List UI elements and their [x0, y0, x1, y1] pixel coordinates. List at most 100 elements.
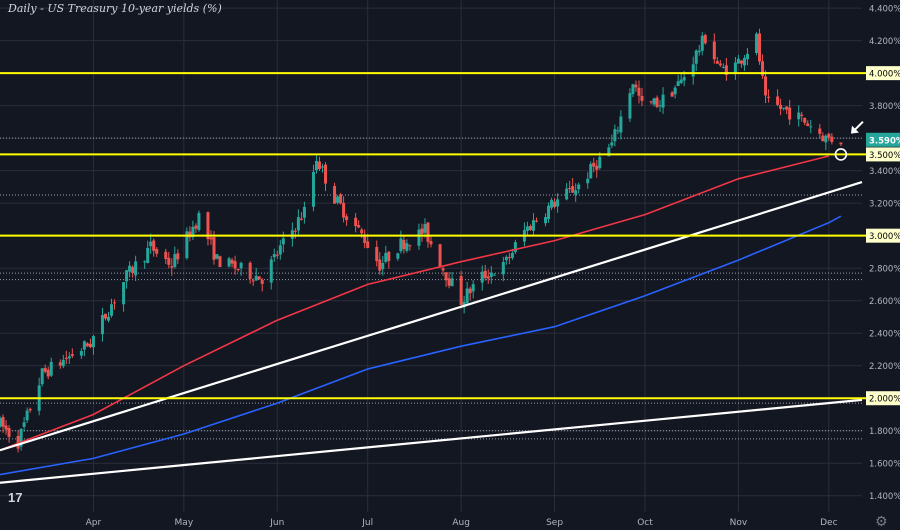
candle-body: [113, 302, 117, 304]
current-price-label: 3.590%: [869, 136, 900, 146]
candle-body: [375, 247, 379, 262]
candle-body: [761, 61, 765, 76]
candle-body: [91, 336, 95, 348]
y-axis: 4.400%4.200%3.800%3.600%3.400%3.200%2.80…: [866, 5, 900, 502]
level-label-bg: [866, 228, 900, 243]
support-circle: [834, 148, 848, 161]
candle-body: [438, 244, 442, 268]
candle-body: [767, 96, 771, 98]
candle-body: [248, 262, 252, 279]
candle-body: [468, 288, 472, 294]
annotations: [834, 120, 864, 161]
candle-body: [703, 34, 707, 44]
candle-body: [4, 425, 8, 430]
x-tick-label: Apr: [86, 518, 102, 528]
candle-body: [269, 259, 273, 283]
candle-body: [396, 253, 400, 259]
candle-body: [100, 315, 104, 335]
x-tick-label: Nov: [730, 518, 748, 528]
candle-body: [218, 256, 222, 268]
candle-body: [441, 268, 445, 271]
candle-body: [824, 135, 828, 143]
trendlines: [0, 180, 863, 484]
candle-body: [1, 416, 5, 427]
candle-body: [417, 229, 421, 246]
candle-body: [19, 429, 23, 447]
candle-body: [634, 84, 638, 88]
tradingview-logo[interactable]: 17: [8, 490, 23, 505]
candle-body: [830, 136, 834, 142]
gear-icon[interactable]: ⚙: [875, 514, 888, 530]
x-tick-label: Sep: [546, 518, 563, 528]
x-tick-label: May: [175, 518, 194, 528]
candle-body: [236, 269, 240, 271]
candle-body: [378, 259, 382, 271]
candle-body: [803, 117, 807, 123]
candle-body: [788, 107, 792, 120]
candle-body: [423, 224, 427, 233]
candle-body: [607, 147, 611, 157]
candle-body: [426, 222, 430, 242]
candle-body: [239, 262, 243, 269]
candle-body: [610, 142, 614, 146]
candle-body: [146, 247, 150, 264]
candle-body: [827, 133, 831, 138]
candle-body: [254, 275, 258, 281]
candle-body: [197, 212, 201, 230]
candle-body: [619, 116, 623, 133]
candle-body: [661, 94, 665, 108]
candle-body: [408, 245, 412, 247]
candle-body: [550, 199, 554, 208]
candle-body: [128, 265, 132, 272]
candle-body: [649, 101, 653, 103]
candle-body: [691, 64, 695, 77]
candle-body: [387, 251, 391, 261]
candle-body: [143, 261, 147, 263]
candle-body: [480, 271, 484, 283]
candle-body: [188, 231, 192, 238]
candle-body: [275, 254, 279, 256]
candle-body: [586, 178, 590, 184]
candle-body: [764, 76, 768, 96]
candle-body: [206, 212, 210, 240]
candle-body: [293, 230, 297, 232]
candle-body: [507, 257, 511, 259]
candle-body: [736, 58, 740, 64]
y-tick-label: 2.400%: [869, 330, 900, 340]
candle-body: [489, 272, 493, 277]
candle-body: [194, 225, 198, 229]
candle-body: [58, 362, 62, 366]
candle-body: [185, 231, 189, 259]
candle-body: [429, 241, 433, 245]
candle-body: [571, 186, 575, 193]
candle-body: [465, 288, 469, 304]
candle-body: [149, 241, 153, 247]
candle-body: [281, 238, 285, 245]
candle-body: [462, 302, 466, 308]
candle-body: [658, 105, 662, 107]
candle-body: [450, 278, 454, 287]
candle-body: [70, 354, 74, 357]
candle-body: [64, 357, 68, 360]
candle-body: [616, 130, 620, 132]
candle-body: [233, 261, 237, 269]
candle-body: [85, 343, 89, 347]
candle-body: [381, 263, 385, 270]
candle-body: [339, 194, 343, 204]
candle-body: [556, 199, 560, 207]
candle-body: [565, 188, 569, 200]
candle-body: [839, 142, 843, 145]
x-tick-label: Jul: [361, 518, 373, 528]
candle-body: [43, 368, 47, 372]
candle-body: [122, 282, 126, 305]
candle-body: [28, 408, 32, 411]
candle-body: [227, 258, 231, 267]
candle-body: [420, 228, 424, 235]
candle-body: [384, 252, 388, 262]
candle-body: [718, 63, 722, 66]
candle-body: [547, 205, 551, 220]
candle-body: [314, 161, 318, 171]
candle-body: [742, 57, 746, 66]
candle-body: [290, 230, 294, 239]
